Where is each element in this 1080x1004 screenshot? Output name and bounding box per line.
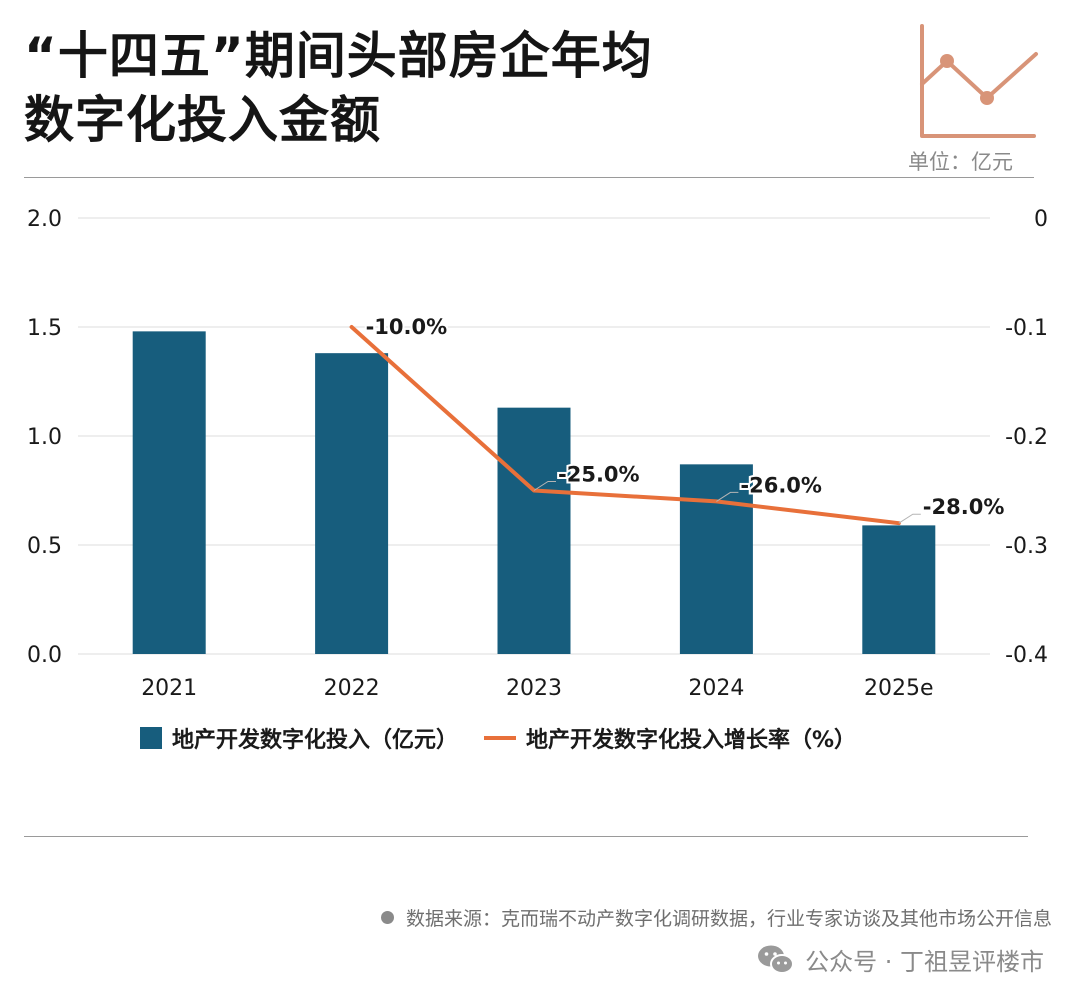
y-right-tick-label: -0.2 bbox=[1005, 425, 1048, 450]
data-label: -25.0% bbox=[558, 463, 640, 487]
legend-item-line: 地产开发数字化投入增长率（%） bbox=[484, 722, 856, 754]
source-text: 数据来源：克而瑞不动产数字化调研数据，行业专家访谈及其他市场公开信息 bbox=[405, 908, 1052, 930]
legend-bar-swatch bbox=[140, 727, 162, 749]
wechat-icon bbox=[758, 945, 795, 974]
growth-rate-line bbox=[349, 325, 901, 526]
y-right-tick-label: -0.1 bbox=[1005, 316, 1048, 341]
y-left-tick-label: 1.5 bbox=[27, 316, 62, 341]
data-label-leader bbox=[716, 491, 739, 502]
line-chart-logo-icon bbox=[920, 24, 1038, 138]
legend-item-bar: 地产开发数字化投入（亿元） bbox=[140, 722, 458, 754]
x-tick-label: 2023 bbox=[506, 676, 562, 701]
data-label: -10.0% bbox=[366, 315, 448, 339]
bar-line-chart: 0.0 0.5 1.0 1.5 2.0 -0.4 -0.3 -0.2 -0.1 0 2021 2022… bbox=[27, 207, 1048, 701]
y-left-tick-label: 1.0 bbox=[27, 425, 62, 450]
data-label: -28.0% bbox=[923, 495, 1005, 519]
legend-line-label: 地产开发数字化投入增长率（%） bbox=[526, 728, 857, 753]
account-credit: 公众号 · 丁祖昱评楼市 bbox=[757, 942, 1044, 977]
legend-line-swatch bbox=[484, 736, 517, 740]
bar-2021 bbox=[132, 331, 206, 654]
x-tick-label: 2025e bbox=[864, 676, 934, 701]
x-tick-label: 2024 bbox=[688, 676, 744, 701]
legend-bar-label: 地产开发数字化投入（亿元） bbox=[172, 728, 459, 753]
y-right-tick-label: -0.3 bbox=[1005, 534, 1048, 559]
top-divider bbox=[24, 177, 1034, 178]
y-left-tick-label: 0.0 bbox=[27, 643, 62, 668]
title-line-1: “十四五”期间头部房企年均 bbox=[24, 27, 653, 85]
data-source: 数据来源：克而瑞不动产数字化调研数据，行业专家访谈及其他市场公开信息 bbox=[380, 904, 1052, 931]
chart-title: “十四五”期间头部房企年均 数字化投入金额 bbox=[24, 24, 653, 152]
unit-label: 单位：亿元 bbox=[908, 150, 1013, 174]
title-line-2: 数字化投入金额 bbox=[24, 91, 381, 149]
y-left-tick-label: 2.0 bbox=[27, 207, 62, 232]
data-label-leader bbox=[533, 481, 556, 491]
y-left-tick-label: 0.5 bbox=[27, 534, 62, 559]
bar-2023 bbox=[497, 407, 571, 654]
account-text: 公众号 · 丁祖昱评楼市 bbox=[805, 948, 1044, 976]
x-tick-label: 2021 bbox=[141, 676, 197, 701]
data-label: -26.0% bbox=[740, 473, 822, 497]
bullet-icon bbox=[380, 911, 394, 924]
bar-2024 bbox=[679, 464, 753, 654]
data-label-leader bbox=[898, 513, 921, 524]
bar-2022 bbox=[315, 353, 389, 654]
bar-2025e bbox=[862, 525, 936, 654]
y-right-tick-label: -0.4 bbox=[1005, 643, 1048, 668]
legend: 地产开发数字化投入（亿元） 地产开发数字化投入增长率（%） bbox=[140, 722, 882, 754]
bottom-divider bbox=[24, 836, 1028, 837]
y-right-tick-label: 0 bbox=[1034, 207, 1048, 232]
x-tick-label: 2022 bbox=[324, 676, 380, 701]
